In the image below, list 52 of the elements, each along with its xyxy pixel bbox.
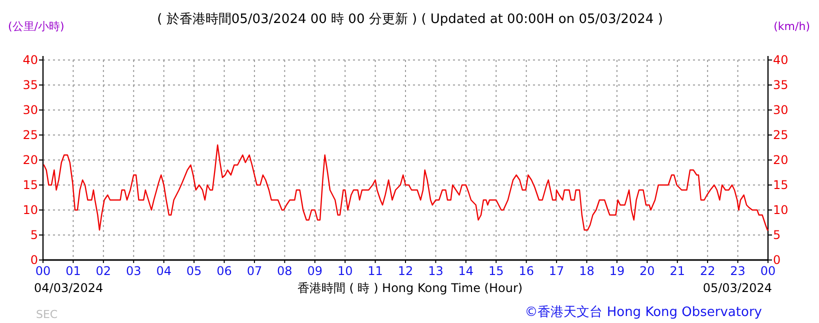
x-tick-label: 17 (548, 264, 564, 278)
y-axis-title: (公里/小時) (8, 20, 64, 33)
x-tick-label: 10 (337, 264, 353, 278)
y-tick-label: 25 (22, 128, 38, 142)
y2-tick-label: 35 (773, 78, 788, 92)
y2-tick-label: 20 (773, 153, 788, 167)
y-tick-label: 35 (22, 78, 38, 92)
x-tick-label: 06 (216, 264, 232, 278)
y2-tick-label: 5 (773, 228, 781, 242)
y2-tick-label: 30 (773, 103, 788, 117)
chart-title: ( 於香港時間05/03/2024 00 時 00 分更新 ) ( Updated at 00:00H on 05/03/2024 ) (157, 12, 663, 27)
x-tick-label: 22 (700, 264, 716, 278)
y-tick-label: 0 (30, 253, 38, 267)
x-tick-label: 09 (307, 264, 323, 278)
x-tick-label: 05 (186, 264, 202, 278)
y-tick-label: 15 (22, 178, 38, 192)
x-tick-label: 14 (458, 264, 474, 278)
y-tick-label: 10 (22, 203, 38, 217)
x-tick-label: 00 (760, 264, 776, 278)
x-tick-label: 00 (35, 264, 51, 278)
line-series (43, 144, 769, 231)
y2-tick-label: 25 (773, 128, 788, 142)
x-tick-label: 18 (579, 264, 594, 278)
text: 04/03/2024 (34, 281, 104, 295)
x-tick-label: 16 (518, 264, 534, 278)
x-tick-label: 02 (96, 264, 112, 278)
text: ©香港天文台 Hong Kong Observatory (524, 305, 762, 320)
y2-tick-label: 15 (773, 178, 788, 192)
x-tick-label: 12 (398, 264, 414, 278)
text: 05/03/2024 (702, 281, 772, 295)
y2-tick-label: 10 (773, 203, 788, 217)
x-tick-label: 01 (66, 264, 81, 278)
x-tick-label: 03 (126, 264, 142, 278)
x-tick-label: 19 (609, 264, 625, 278)
x-tick-label: 04 (156, 264, 172, 278)
text: SEC (36, 308, 58, 321)
y2-tick-label: 0 (773, 253, 781, 267)
x-tick-label: 13 (428, 264, 444, 278)
x-tick-label: 08 (277, 264, 292, 278)
x-tick-label: 07 (246, 264, 262, 278)
x-tick-label: 11 (368, 264, 383, 278)
x-tick-label: 15 (488, 264, 504, 278)
y-tick-label: 30 (22, 103, 38, 117)
x-tick-label: 21 (670, 264, 686, 278)
y2-axis-title: (km/h) (774, 20, 810, 33)
x-tick-label: 23 (730, 264, 746, 278)
x-axis-title: 香港時間 ( 時 ) Hong Kong Time (Hour) (297, 281, 523, 295)
y-tick-label: 5 (30, 228, 38, 242)
y-tick-label: 20 (22, 153, 38, 167)
x-tick-label: 20 (640, 264, 655, 278)
y-tick-label: 40 (22, 53, 38, 67)
y2-tick-label: 40 (773, 53, 788, 67)
